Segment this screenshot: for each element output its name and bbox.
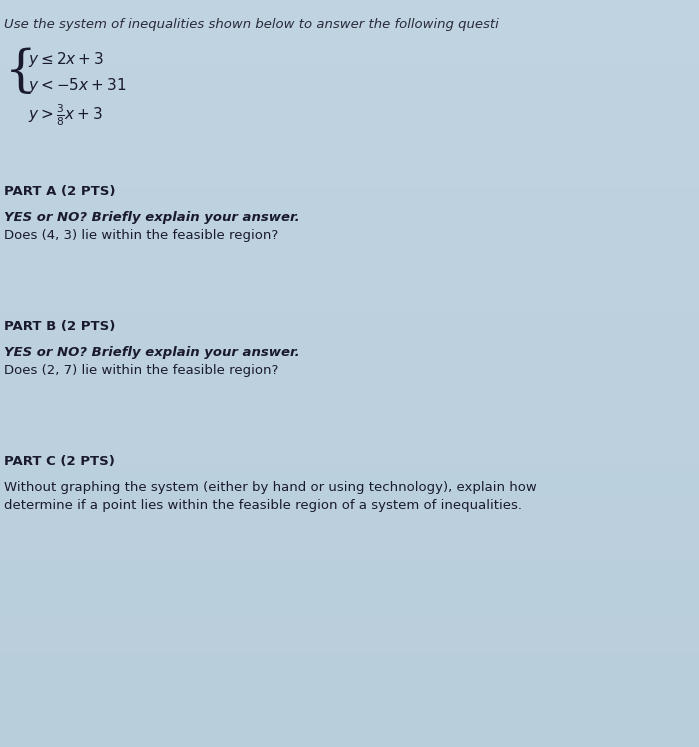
Text: $y < -5x + 31$: $y < -5x + 31$ — [28, 76, 127, 95]
Text: Does (2, 7) lie within the feasible region?: Does (2, 7) lie within the feasible regi… — [4, 364, 278, 377]
Text: PART A (2 PTS): PART A (2 PTS) — [4, 185, 115, 198]
Text: PART C (2 PTS): PART C (2 PTS) — [4, 455, 115, 468]
Text: Use the system of inequalities shown below to answer the following questi: Use the system of inequalities shown bel… — [4, 18, 499, 31]
Text: Does (4, 3) lie within the feasible region?: Does (4, 3) lie within the feasible regi… — [4, 229, 278, 242]
Text: $y \leq 2x + 3$: $y \leq 2x + 3$ — [28, 50, 104, 69]
Text: YES or NO? Briefly explain your answer.: YES or NO? Briefly explain your answer. — [4, 346, 300, 359]
Text: $y > \frac{3}{8}x + 3$: $y > \frac{3}{8}x + 3$ — [28, 102, 103, 128]
Text: {: { — [5, 48, 37, 97]
Text: YES or NO? Briefly explain your answer.: YES or NO? Briefly explain your answer. — [4, 211, 300, 224]
Text: Without graphing the system (either by hand or using technology), explain how: Without graphing the system (either by h… — [4, 481, 537, 494]
Text: determine if a point lies within the feasible region of a system of inequalities: determine if a point lies within the fea… — [4, 499, 522, 512]
Text: PART B (2 PTS): PART B (2 PTS) — [4, 320, 115, 333]
